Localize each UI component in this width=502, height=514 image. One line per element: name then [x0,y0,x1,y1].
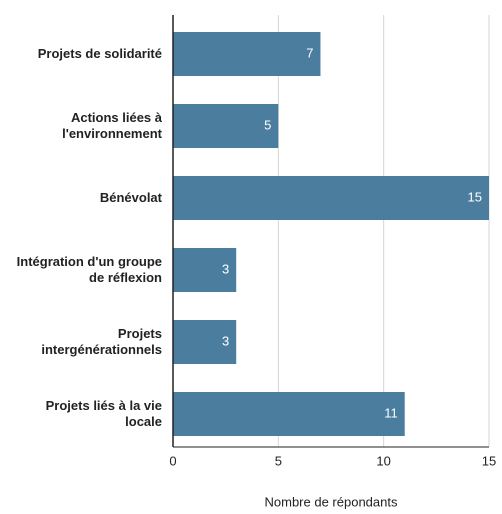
y-tick-label: Projets intergénérationnels [41,326,162,357]
data-label: 15 [468,189,482,204]
bar [173,248,237,292]
data-label: 5 [264,117,271,132]
data-label: 3 [222,333,229,348]
x-tick-label: 0 [169,453,176,468]
x-tick-label: 15 [482,453,496,468]
y-tick-label: Bénévolat [99,190,162,205]
y-tick-label: Projets de solidarité [37,46,162,61]
data-label: 3 [222,261,229,276]
x-tick-label: 10 [376,453,390,468]
y-tick-label: Actions liées à l'environnement [62,110,162,141]
bar [173,32,321,76]
x-axis-title: Nombre de répondants [265,494,398,509]
bar [173,104,279,148]
bar [173,392,405,436]
y-tick-label: Projets liés à la vie locale [45,398,162,429]
x-tick-label: 5 [275,453,282,468]
bar [173,320,237,364]
data-label: 7 [306,45,313,60]
data-label: 11 [384,405,398,420]
y-tick-label: Intégration d'un groupe de réflexion [16,254,162,285]
bar [173,176,489,220]
